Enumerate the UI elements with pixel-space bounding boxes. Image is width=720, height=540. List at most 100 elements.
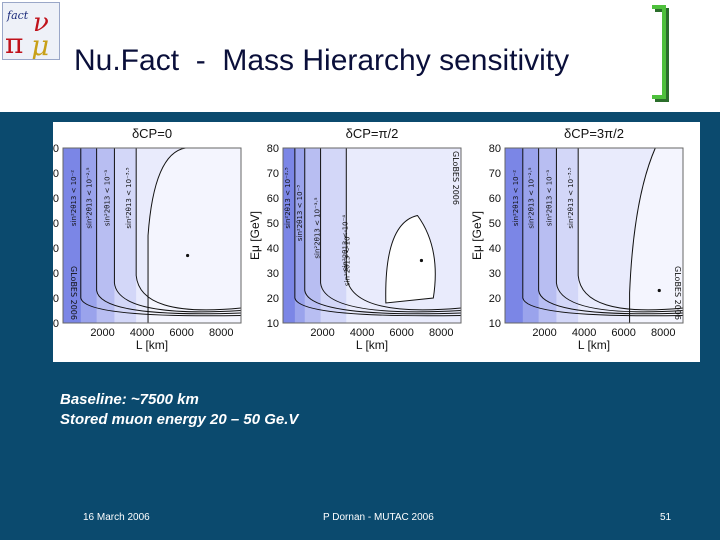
contour-line xyxy=(345,148,462,311)
y-tick-label: 30 xyxy=(489,268,501,280)
x-tick-label: 6000 xyxy=(611,327,635,339)
contour-panel-1: δCP=π/2 10 20 30 40 50 60 70 80 2000 4000 6000 8000 L… xyxy=(248,126,462,352)
x-tick-label: 4000 xyxy=(572,327,596,339)
plot-frame xyxy=(504,147,684,324)
contour-label: sin²2θ13 < 10⁻²·⁵ xyxy=(528,167,536,228)
contour-label: sin²2θ13 < 10⁻⁴ xyxy=(341,215,349,271)
contour-line xyxy=(304,148,462,315)
y-tick-label: 80 xyxy=(53,143,59,155)
y-tick-label: 30 xyxy=(267,268,279,280)
nufact-logo-graphic: fact ν π μ xyxy=(3,3,59,62)
contour-panel-0: δCP=0 10 20 30 40 50 60 70 80 2000 4000 6000 8000 L [… xyxy=(28,126,242,352)
logo-letter-pi: π xyxy=(5,27,23,59)
contour-line xyxy=(96,148,242,315)
contour-label: sin²2θ13 < 10⁻²·⁵ xyxy=(284,167,292,228)
y-tick-label: 70 xyxy=(53,168,59,180)
contour-line xyxy=(113,148,242,313)
x-tick-label: 6000 xyxy=(389,327,413,339)
contour-label: sin²2θ13 < 10⁻² xyxy=(512,170,520,226)
plot-frame xyxy=(282,147,462,324)
contour-region xyxy=(385,214,436,304)
x-axis-label: L [km] xyxy=(578,338,610,352)
panel-title: δCP=π/2 xyxy=(346,126,399,141)
y-tick-label: 20 xyxy=(53,293,59,305)
contour-label: sin²2θ13 < 10⁻³ xyxy=(103,170,111,226)
y-tick-label: 50 xyxy=(267,218,279,230)
contour-region xyxy=(147,147,242,324)
contour-label: sin²2θ13 < 10⁻³·⁵ xyxy=(314,197,322,258)
contour-line xyxy=(80,148,242,317)
contour-line xyxy=(294,148,462,317)
contour-line xyxy=(577,148,684,311)
contour-label: sin²2θ13 < 10⁻⁴ xyxy=(343,230,351,286)
contour-line xyxy=(135,148,242,311)
x-tick-label: 4000 xyxy=(350,327,374,339)
y-tick-label: 50 xyxy=(53,218,59,230)
logo-letter-nu: ν xyxy=(33,8,49,38)
slide-bullets: Baseline: ~7500 km Stored muon energy 20… xyxy=(60,390,298,430)
x-tick-label: 2000 xyxy=(90,327,114,339)
footer-author: P Dornan - MUTAC 2006 xyxy=(323,512,434,523)
y-tick-label: 40 xyxy=(267,243,279,255)
x-tick-label: 2000 xyxy=(532,327,556,339)
y-tick-label: 70 xyxy=(489,168,501,180)
y-tick-label: 40 xyxy=(53,243,59,255)
plot-frame xyxy=(62,147,242,324)
globes-watermark: GLoBES 2006 xyxy=(69,266,78,320)
contour-label: sin²2θ13 < 10⁻³·⁵ xyxy=(125,167,133,228)
x-tick-label: 8000 xyxy=(651,327,675,339)
contour-label: sin²2θ13 < 10⁻³ xyxy=(545,170,553,226)
slide-title: Nu.Fact - Mass Hierarchy sensitivity xyxy=(74,44,570,77)
x-tick-label: 2000 xyxy=(310,327,334,339)
y-tick-label: 10 xyxy=(267,318,279,330)
bullet-muon-energy: Stored muon energy 20 – 50 Ge.V xyxy=(60,411,299,428)
contour-line xyxy=(538,148,684,315)
x-axis-label: L [km] xyxy=(136,338,168,352)
contour-panel-2: δCP=3π/2 10 20 30 40 50 60 70 80 2000 4000 6000 8000… xyxy=(470,126,684,352)
logo-letter-mu: μ xyxy=(31,29,49,59)
y-tick-label: 80 xyxy=(267,143,279,155)
y-tick-label: 10 xyxy=(53,318,59,330)
best-fit-marker xyxy=(186,253,190,258)
best-fit-marker xyxy=(419,258,424,263)
y-tick-label: 30 xyxy=(53,268,59,280)
footer-page-number: 51 xyxy=(660,512,672,523)
globes-watermark: GLoBES 2006 xyxy=(673,266,682,320)
y-tick-label: 80 xyxy=(489,143,501,155)
slide-header: fact ν π μ Nu.Fact - Mass Hierarchy sens… xyxy=(0,0,720,112)
y-axis-label: Eμ [GeV] xyxy=(470,211,484,260)
globes-watermark: GLoBES 2006 xyxy=(451,151,460,205)
bullet-baseline: Baseline: ~7500 km xyxy=(60,391,199,408)
y-axis-label: Eμ [GeV] xyxy=(248,211,262,260)
y-tick-label: 60 xyxy=(489,193,501,205)
nufact-logo: fact ν π μ xyxy=(2,2,60,62)
decorative-bracket xyxy=(652,5,666,99)
contour-label: sin²2θ13 < 10⁻³ xyxy=(296,185,304,241)
y-tick-label: 60 xyxy=(53,193,59,205)
footer-date: 16 March 2006 xyxy=(83,512,150,523)
y-tick-label: 70 xyxy=(267,168,279,180)
best-fit-marker xyxy=(657,288,661,293)
contour-line xyxy=(522,148,684,317)
x-axis-label: L [km] xyxy=(356,338,388,352)
y-tick-label: 50 xyxy=(489,218,501,230)
contour-plots-svg: δCP=0 10 20 30 40 50 60 70 80 2000 4000 6000 8000 L [… xyxy=(28,126,684,352)
y-tick-label: 60 xyxy=(267,193,279,205)
x-tick-label: 4000 xyxy=(130,327,154,339)
logo-letter-fact: fact xyxy=(6,9,29,22)
y-tick-label: 20 xyxy=(489,293,501,305)
panel-title: δCP=3π/2 xyxy=(564,126,624,141)
x-tick-label: 8000 xyxy=(209,327,233,339)
x-tick-label: 8000 xyxy=(429,327,453,339)
y-tick-label: 40 xyxy=(489,243,501,255)
y-tick-label: 10 xyxy=(489,318,501,330)
contour-line xyxy=(320,148,462,313)
contour-plots: δCP=0 10 20 30 40 50 60 70 80 2000 4000 6000 8000 L [… xyxy=(28,122,700,362)
panel-title: δCP=0 xyxy=(132,126,172,141)
contour-line xyxy=(555,148,684,313)
contour-label: sin²2θ13 < 10⁻² xyxy=(70,170,78,226)
contour-label: sin²2θ13 < 10⁻²·⁵ xyxy=(86,167,94,228)
x-tick-label: 6000 xyxy=(169,327,193,339)
y-tick-label: 20 xyxy=(267,293,279,305)
contour-label: sin²2θ13 < 10⁻³·⁵ xyxy=(567,167,575,228)
